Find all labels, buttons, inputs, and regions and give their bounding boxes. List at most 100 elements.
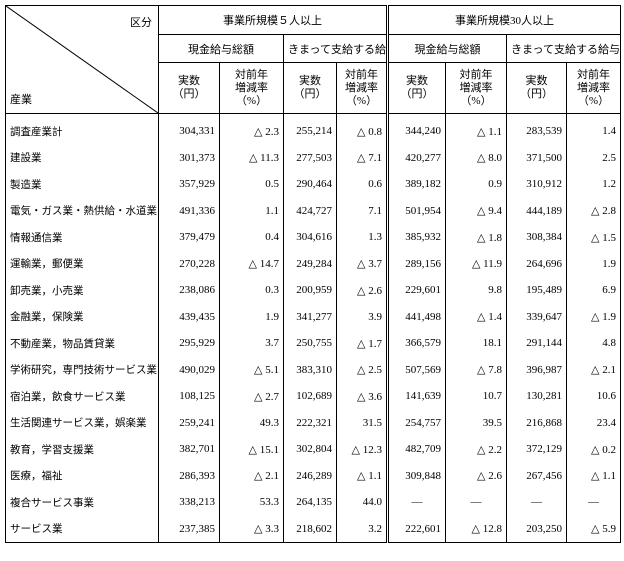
cell-value: 344,240 xyxy=(386,113,446,145)
column-header-line: 実数 xyxy=(178,75,200,87)
column-header-line: （円） xyxy=(293,88,327,100)
cell-value: 216,868 xyxy=(506,409,567,436)
cell-value: 501,954 xyxy=(386,197,446,224)
cell-value: 10.6 xyxy=(566,383,621,410)
column-header-line: （円） xyxy=(400,88,434,100)
table-row: 宿泊業，飲食サービス業 108,125 △ 2.7 102,689 △ 3.6 141,6… xyxy=(5,383,621,410)
cell-value: 1.4 xyxy=(566,113,621,145)
cell-value: △ 15.1 xyxy=(219,436,284,463)
cell-value: 218,602 xyxy=(283,515,337,543)
industry-name: 宿泊業，飲食サービス業 xyxy=(5,383,159,410)
column-header-line: （%） xyxy=(345,94,378,107)
diagonal xyxy=(6,6,158,113)
cell-value: △ 12.3 xyxy=(336,436,388,463)
cell-value: △ 2.1 xyxy=(566,356,621,383)
cell-value: △ 2.8 xyxy=(566,197,621,224)
cell-value: 0.4 xyxy=(219,224,284,251)
column-header: 対前年 増減率 （%） xyxy=(219,62,284,114)
cell-value: △ 5.1 xyxy=(219,356,284,383)
subgroup-header: 現金給与総額 xyxy=(158,34,284,63)
cell-value: △ 9.4 xyxy=(445,197,507,224)
table-body: 調査産業計 304,331 △ 2.3 255,214 △ 0.8 344,240 △ 1.… xyxy=(5,113,621,543)
group-header: 事業所規模５人以上 xyxy=(158,5,388,35)
cell-value: 0.3 xyxy=(219,277,284,304)
group-header: 事業所規模30人以上 xyxy=(386,5,621,35)
industry-name: 医療，福祉 xyxy=(5,462,159,489)
cell-value: 264,696 xyxy=(506,250,567,277)
cell-value: 379,479 xyxy=(158,224,220,251)
cell-value: 246,289 xyxy=(283,462,337,489)
table-row: 製造業 357,929 0.5 290,464 0.6 389,182 0.9 310,912… xyxy=(5,171,621,198)
cell-value: 3.9 xyxy=(336,303,388,330)
industry-name: 情報通信業 xyxy=(5,224,159,251)
column-header-line: 実数 xyxy=(299,75,321,87)
cell-value: 372,129 xyxy=(506,436,567,463)
cell-value: 222,321 xyxy=(283,409,337,436)
column-header-line: 対前年 xyxy=(235,68,268,81)
cell-value: 383,310 xyxy=(283,356,337,383)
table-row: 建設業 301,373 △ 11.3 277,503 △ 7.1 420,277 △ 8.0… xyxy=(5,144,621,171)
cell-value: 420,277 xyxy=(386,144,446,171)
cell-value: △ 1.1 xyxy=(336,462,388,489)
cell-value: 203,250 xyxy=(506,515,567,543)
column-header-line: 増減率 xyxy=(345,81,378,94)
cell-value: 1.1 xyxy=(219,197,284,224)
table-row: 学術研究，専門技術サービス業 490,029 △ 5.1 383,310 △ 2.5 50… xyxy=(5,356,621,383)
header-row: 区分 産業 事業所規模５人以上 事業所規模30人以上 xyxy=(5,5,621,114)
industry-name: 電気・ガス業・熱供給・水道業 xyxy=(5,197,159,224)
cell-value: 229,601 xyxy=(386,277,446,304)
subgroup-header: 現金給与総額 xyxy=(386,34,507,63)
cell-value: △ 2.5 xyxy=(336,356,388,383)
cell-value: 238,086 xyxy=(158,277,220,304)
column-header-line: （円） xyxy=(172,88,206,100)
cell-value: △ 1.5 xyxy=(566,224,621,251)
cell-value: 141,639 xyxy=(386,383,446,410)
cell-value: 1.2 xyxy=(566,171,621,198)
cell-value: 1.3 xyxy=(336,224,388,251)
industry-name: 金融業，保険業 xyxy=(5,303,159,330)
table-row: 医療，福祉 286,393 △ 2.1 246,289 △ 1.1 309,848 △ 2.… xyxy=(5,462,621,489)
column-header: 対前年 増減率 （%） xyxy=(566,62,621,114)
cell-value: 441,498 xyxy=(386,303,446,330)
cell-value: 302,804 xyxy=(283,436,337,463)
industry-name: 生活関連サービス業，娯楽業 xyxy=(5,409,159,436)
column-header: 実数 （円） xyxy=(158,62,220,114)
column-header-line: 対前年 xyxy=(345,68,378,81)
cell-value: 249,284 xyxy=(283,250,337,277)
column-header-line: （円） xyxy=(520,88,553,100)
cell-value: 396,987 xyxy=(506,356,567,383)
table-header: 区分 産業 事業所規模５人以上 事業所規模30人以上 現金給与総額 きまって支給する給与現… xyxy=(5,5,621,114)
cell-value: △ 1.4 xyxy=(445,303,507,330)
column-header: 実数 （円） xyxy=(283,62,337,114)
industry-name: 学術研究，専門技術サービス業 xyxy=(5,356,159,383)
cell-value: — xyxy=(445,489,507,516)
cell-value: 4.8 xyxy=(566,330,621,357)
column-header-line: 増減率 xyxy=(459,81,493,94)
cell-value: 7.1 xyxy=(336,197,388,224)
table-row: 金融業，保険業 439,435 1.9 341,277 3.9 441,498 △ 1.4 3… xyxy=(5,303,621,330)
cell-value: △ 3.6 xyxy=(336,383,388,410)
cell-value: 357,929 xyxy=(158,171,220,198)
cell-value: △ 3.3 xyxy=(219,515,284,543)
cell-value: 6.9 xyxy=(566,277,621,304)
cell-value: △ 1.1 xyxy=(566,462,621,489)
cell-value: 309,848 xyxy=(386,462,446,489)
cell-value: △ 1.1 xyxy=(445,113,507,145)
cell-value: △ 2.6 xyxy=(445,462,507,489)
corner-bottom: 産業 xyxy=(10,94,32,106)
cell-value: 341,277 xyxy=(283,303,337,330)
cell-value: △ 2.2 xyxy=(445,436,507,463)
cell-value: 39.5 xyxy=(445,409,507,436)
cell-value: — xyxy=(386,489,446,516)
cell-value: 277,503 xyxy=(283,144,337,171)
cell-value: 371,500 xyxy=(506,144,567,171)
cell-value: 286,393 xyxy=(158,462,220,489)
table-row: 運輸業，郵便業 270,228 △ 14.7 249,284 △ 3.7 289,156 △… xyxy=(5,250,621,277)
cell-value: 424,727 xyxy=(283,197,337,224)
industry-name: 複合サービス事業 xyxy=(5,489,159,516)
cell-value: 1.9 xyxy=(566,250,621,277)
cell-value: 10.7 xyxy=(445,383,507,410)
cell-value: 23.4 xyxy=(566,409,621,436)
industry-name: 不動産業，物品賃貸業 xyxy=(5,330,159,357)
cell-value: 102,689 xyxy=(283,383,337,410)
